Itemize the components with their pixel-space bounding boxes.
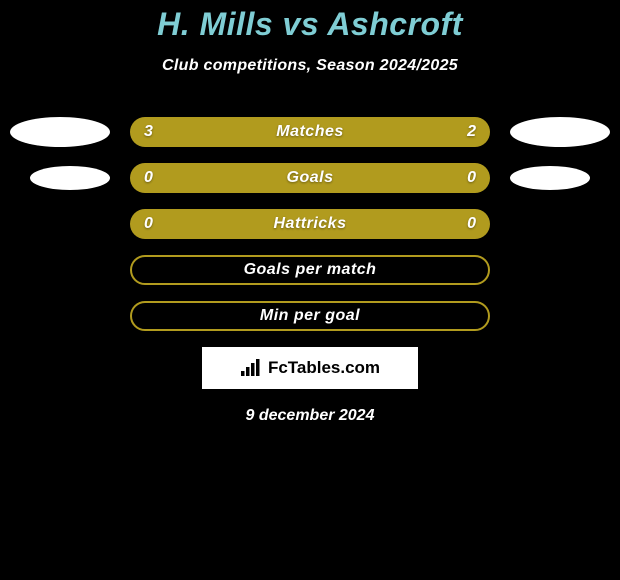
badge-spacer xyxy=(510,255,610,285)
comparison-panel: H. Mills vs Ashcroft Club competitions, … xyxy=(0,0,620,580)
logo-box: FcTables.com xyxy=(202,347,418,389)
team-badge-left xyxy=(10,117,110,147)
stat-bar: 0 Goals 0 xyxy=(130,163,490,193)
subtitle: Club competitions, Season 2024/2025 xyxy=(0,57,620,75)
team-badge-right xyxy=(510,117,610,147)
stat-row: Min per goal xyxy=(0,301,620,331)
team-badge-left xyxy=(30,166,110,190)
stat-value-left: 0 xyxy=(144,215,153,233)
stat-row: Goals per match xyxy=(0,255,620,285)
stat-bar: Min per goal xyxy=(130,301,490,331)
stat-value-right: 2 xyxy=(467,123,476,141)
stat-bar: 3 Matches 2 xyxy=(130,117,490,147)
page-title: H. Mills vs Ashcroft xyxy=(0,0,620,43)
stat-label: Hattricks xyxy=(274,215,347,233)
badge-spacer xyxy=(10,255,110,285)
stat-row: 0 Hattricks 0 xyxy=(0,209,620,239)
stat-row: 0 Goals 0 xyxy=(0,163,620,193)
stat-row: 3 Matches 2 xyxy=(0,117,620,147)
stat-rows: 3 Matches 2 0 Goals 0 0 Hattricks 0 Goals per mat… xyxy=(0,117,620,331)
stat-value-right: 0 xyxy=(467,215,476,233)
stat-value-right: 0 xyxy=(467,169,476,187)
badge-spacer xyxy=(10,209,110,239)
team-badge-right xyxy=(510,166,590,190)
stat-bar: 0 Hattricks 0 xyxy=(130,209,490,239)
badge-spacer xyxy=(510,301,610,331)
date-line: 9 december 2024 xyxy=(0,407,620,425)
stat-label: Goals xyxy=(287,169,334,187)
stat-bar: Goals per match xyxy=(130,255,490,285)
stat-label: Min per goal xyxy=(260,307,360,325)
stat-value-left: 0 xyxy=(144,169,153,187)
bar-chart-icon xyxy=(240,359,262,377)
badge-spacer xyxy=(10,301,110,331)
logo-text: FcTables.com xyxy=(268,358,380,378)
badge-spacer xyxy=(510,209,610,239)
stat-value-left: 3 xyxy=(144,123,153,141)
stat-label: Goals per match xyxy=(244,261,377,279)
stat-label: Matches xyxy=(276,123,344,141)
